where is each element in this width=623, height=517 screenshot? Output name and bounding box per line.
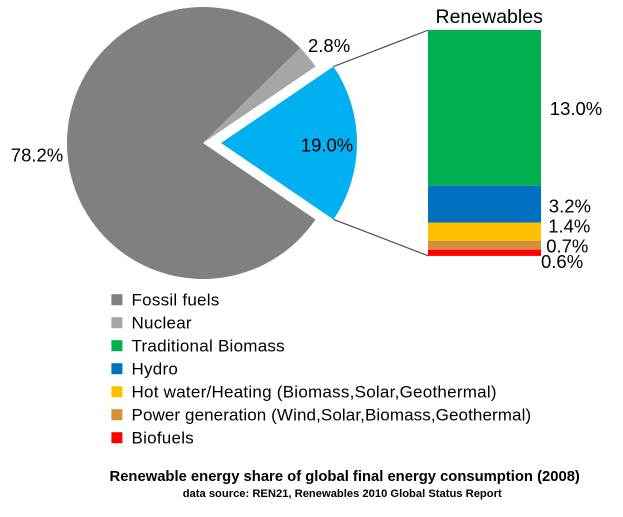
svg-text:19.0%: 19.0%: [301, 134, 353, 155]
svg-text:2.8%: 2.8%: [308, 35, 350, 56]
svg-text:Hot water/Heating (Biomass,Sol: Hot water/Heating (Biomass,Solar,Geother…: [132, 383, 497, 402]
svg-text:Nuclear: Nuclear: [132, 314, 192, 333]
svg-text:3.2%: 3.2%: [549, 196, 591, 217]
svg-text:1.4%: 1.4%: [548, 216, 590, 237]
svg-text:Traditional Biomass: Traditional Biomass: [132, 337, 285, 356]
svg-text:78.2%: 78.2%: [11, 144, 63, 165]
svg-text:Fossil fuels: Fossil fuels: [132, 291, 220, 310]
svg-text:Biofuels: Biofuels: [132, 429, 194, 448]
svg-text:Renewable energy share of glob: Renewable energy share of global final e…: [110, 469, 580, 485]
svg-text:data source: REN21, Renewables: data source: REN21, Renewables 2010 Glob…: [183, 488, 502, 500]
svg-text:13.0%: 13.0%: [550, 98, 602, 119]
svg-text:0.7%: 0.7%: [546, 236, 588, 257]
svg-text:Renewables: Renewables: [436, 6, 544, 28]
svg-text:0.6%: 0.6%: [541, 251, 583, 272]
svg-text:Hydro: Hydro: [132, 360, 179, 379]
svg-text:Power generation (Wind,Solar,B: Power generation (Wind,Solar,Biomass,Geo…: [132, 406, 532, 425]
